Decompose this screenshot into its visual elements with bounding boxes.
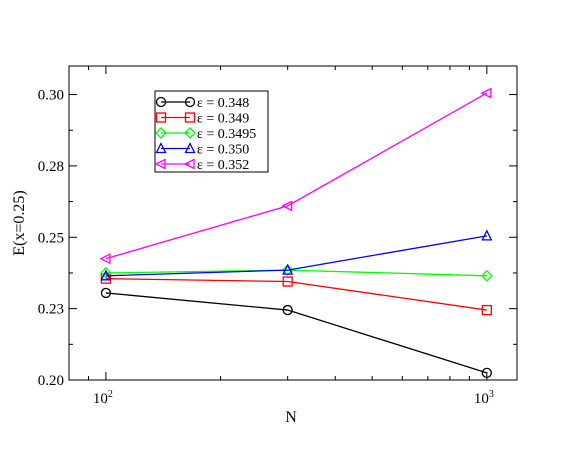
y-tick-label: 0.23 xyxy=(38,302,64,318)
legend-label: ε = 0.3495 xyxy=(197,127,256,142)
data-point-diamond xyxy=(281,264,294,277)
data-point-triangle-left xyxy=(154,158,166,170)
data-point-circle xyxy=(282,304,293,316)
legend-label: ε = 0.348 xyxy=(197,96,249,111)
data-point-triangle-left xyxy=(183,158,195,170)
y-tick-label: 0.28 xyxy=(38,159,64,175)
data-point-triangle-left xyxy=(99,253,111,265)
data-point-circle xyxy=(100,287,112,299)
data-point-triangle-left xyxy=(480,87,492,99)
series-line xyxy=(105,269,487,277)
series-line xyxy=(105,292,488,374)
data-point-square xyxy=(155,112,167,123)
legend-label: ε = 0.352 xyxy=(197,158,249,173)
data-point-square xyxy=(184,112,196,123)
y-tick-label: 0.30 xyxy=(38,88,64,104)
data-point-diamond xyxy=(480,269,493,282)
y-axis-label: E(x=0.25) xyxy=(11,190,28,255)
series-line xyxy=(105,278,487,311)
x-tick-label: 102 xyxy=(93,389,113,407)
plot-frame xyxy=(68,65,518,381)
y-tick-label: 0.25 xyxy=(38,230,64,246)
axis-ticks: 0.20 0.23 0.25 0.28 0.30 102 103 xyxy=(38,66,517,407)
data-point-diamond xyxy=(99,267,112,279)
series-line xyxy=(105,235,487,277)
data-point-triangle xyxy=(155,142,167,154)
data-point-circle xyxy=(481,367,492,379)
data-point-square xyxy=(282,276,293,287)
x-axis-label: N xyxy=(285,409,297,426)
data-point-triangle xyxy=(481,229,493,241)
data-point-circle xyxy=(184,96,196,108)
legend-box xyxy=(154,90,269,173)
data-point-triangle xyxy=(282,263,294,275)
legend-label: ε = 0.349 xyxy=(197,112,249,127)
data-point-diamond xyxy=(155,127,167,139)
series-line xyxy=(105,92,488,260)
data-point-diamond xyxy=(184,127,196,139)
data-point-triangle xyxy=(184,142,196,154)
y-tick-label: 0.20 xyxy=(38,373,64,389)
data-point-triangle-left xyxy=(281,200,293,212)
data-point-circle xyxy=(155,96,167,108)
legend-label: ε = 0.350 xyxy=(197,143,249,158)
data-point-square xyxy=(481,304,492,316)
x-tick-label: 103 xyxy=(474,389,494,407)
data-point-triangle xyxy=(100,269,112,281)
series-group xyxy=(99,87,493,379)
